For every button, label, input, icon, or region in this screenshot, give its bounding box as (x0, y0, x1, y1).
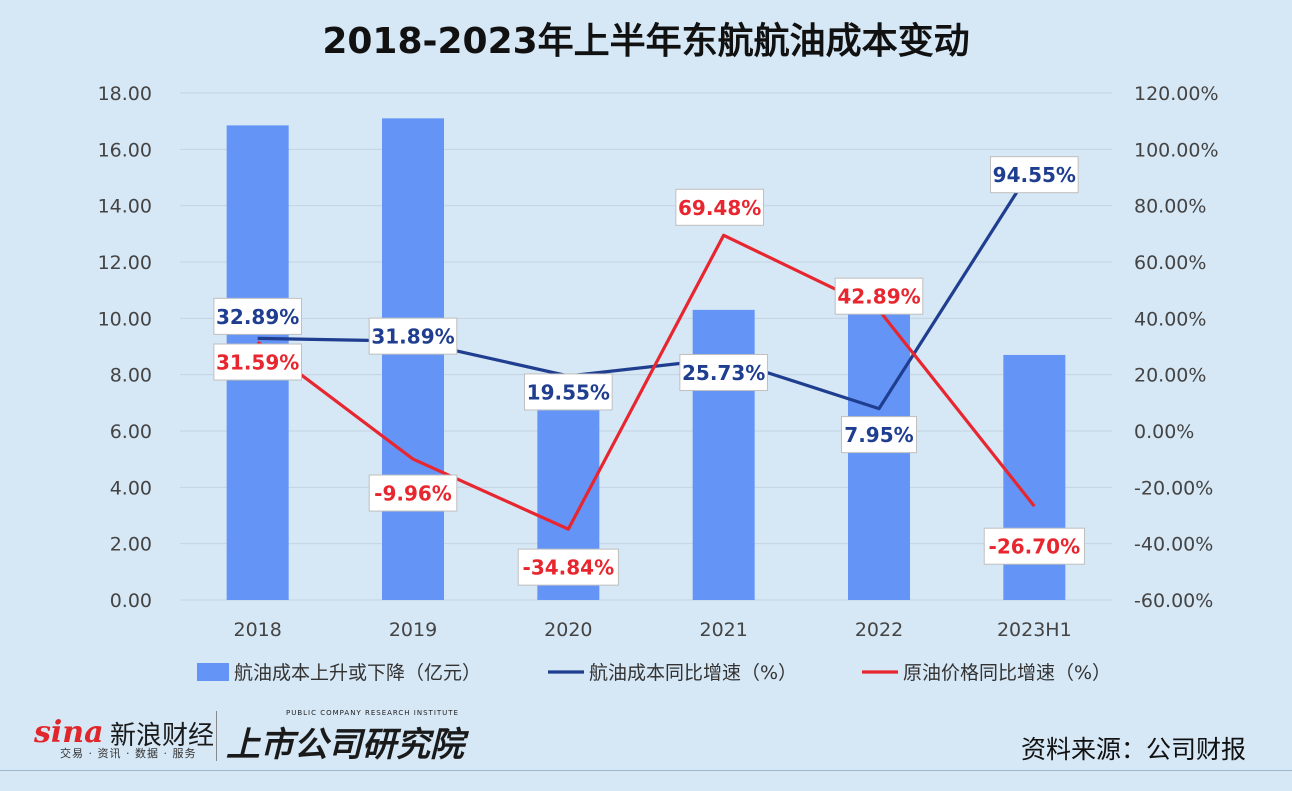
brand-footer: sina 新浪财经 交易 · 资讯 · 数据 · 服务 PUBLIC COMPA… (30, 705, 470, 767)
y-right-tick-label: 60.00% (1134, 252, 1206, 274)
institute-logo: PUBLIC COMPANY RESEARCH INSTITUTE 上市公司研究… (226, 705, 476, 765)
y-left-tick-label: 4.00 (110, 477, 152, 499)
data-label: 7.95% (844, 423, 913, 447)
y-left-tick-label: 12.00 (98, 252, 152, 274)
y-left-tick-label: 8.00 (110, 365, 152, 387)
bar-2019 (382, 118, 444, 600)
y-right-tick-label: -40.00% (1134, 534, 1213, 556)
data-label-box (368, 474, 458, 512)
x-tick-label: 2018 (233, 619, 281, 641)
data-label-box (679, 354, 768, 392)
data-label-box (213, 343, 302, 381)
x-tick-label: 2021 (699, 619, 747, 641)
y-left-tick-label: 2.00 (110, 534, 152, 556)
x-tick-label: 2022 (855, 619, 903, 641)
data-label-box (834, 277, 924, 315)
y-left-tick-label: 18.00 (98, 83, 152, 105)
data-label-box (524, 373, 613, 411)
data-label: 32.89% (216, 305, 299, 329)
legend-label: 原油价格同比增速（%） (903, 662, 1111, 684)
data-label-box (983, 527, 1085, 565)
data-label: 69.48% (678, 196, 761, 220)
data-label: 31.89% (371, 325, 454, 349)
bottom-rule (0, 770, 1292, 771)
data-label-box (841, 416, 917, 454)
data-label: -9.96% (374, 482, 452, 506)
sina-logo-cn: 新浪财经 (110, 721, 215, 751)
legend-label: 航油成本上升或下降（亿元） (234, 662, 481, 684)
y-left-tick-label: 14.00 (98, 196, 152, 218)
y-left-tick-label: 10.00 (98, 308, 152, 330)
x-tick-label: 2020 (544, 619, 592, 641)
data-label-box (368, 317, 458, 355)
y-right-tick-label: 20.00% (1134, 365, 1206, 387)
sina-logo-tagline: 交易 · 资讯 · 数据 · 服务 (60, 747, 197, 760)
legend-swatch-bar (197, 663, 229, 681)
y-right-tick-label: 40.00% (1134, 308, 1206, 330)
y-right-tick-label: -20.00% (1134, 477, 1213, 499)
data-label: 31.59% (216, 351, 299, 375)
y-right-tick-label: 80.00% (1134, 196, 1206, 218)
data-label-box (517, 548, 619, 586)
series-line-2 (256, 233, 1036, 531)
y-right-tick-label: 0.00% (1134, 421, 1194, 443)
data-label: 25.73% (682, 361, 765, 385)
data-label: 19.55% (527, 380, 610, 404)
x-tick-label: 2019 (389, 619, 437, 641)
data-label-box (675, 188, 764, 226)
data-label: -34.84% (523, 556, 615, 580)
institute-logo-en: PUBLIC COMPANY RESEARCH INSTITUTE (286, 709, 459, 717)
institute-logo-cn: 上市公司研究院 (226, 725, 464, 765)
data-label: 94.55% (993, 163, 1076, 187)
data-label: 42.89% (837, 285, 920, 309)
chart-title: 2018-2023年上半年东航航油成本变动 (322, 21, 970, 62)
y-right-tick-label: -60.00% (1134, 590, 1213, 612)
data-label-box (213, 297, 302, 335)
sina-logo-word: sina (34, 715, 104, 750)
data-source-note: 资料来源：公司财报 (1020, 735, 1246, 764)
y-right-tick-label: 100.00% (1134, 139, 1219, 161)
logo-divider (216, 711, 217, 761)
data-label-box (990, 156, 1079, 194)
data-label: -26.70% (989, 535, 1081, 559)
y-right-tick-label: 120.00% (1134, 83, 1219, 105)
bar-2021 (692, 309, 755, 600)
y-left-tick-label: 6.00 (110, 421, 152, 443)
x-tick-label: 2023H1 (997, 619, 1072, 641)
y-left-tick-label: 0.00 (110, 590, 152, 612)
legend-label: 航油成本同比增速（%） (589, 662, 797, 684)
y-left-tick-label: 16.00 (98, 139, 152, 161)
sina-finance-logo: sina 新浪财经 交易 · 资讯 · 数据 · 服务 (30, 705, 230, 765)
